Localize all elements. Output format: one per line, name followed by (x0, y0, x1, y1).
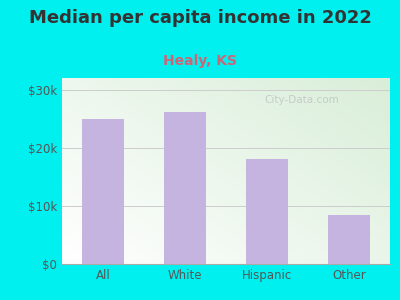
Text: City-Data.com: City-Data.com (264, 95, 339, 105)
Text: Healy, KS: Healy, KS (163, 54, 237, 68)
Bar (246, 159, 288, 264)
Bar (328, 214, 370, 264)
Text: Median per capita income in 2022: Median per capita income in 2022 (28, 9, 372, 27)
Bar (164, 112, 206, 264)
Bar (82, 119, 124, 264)
